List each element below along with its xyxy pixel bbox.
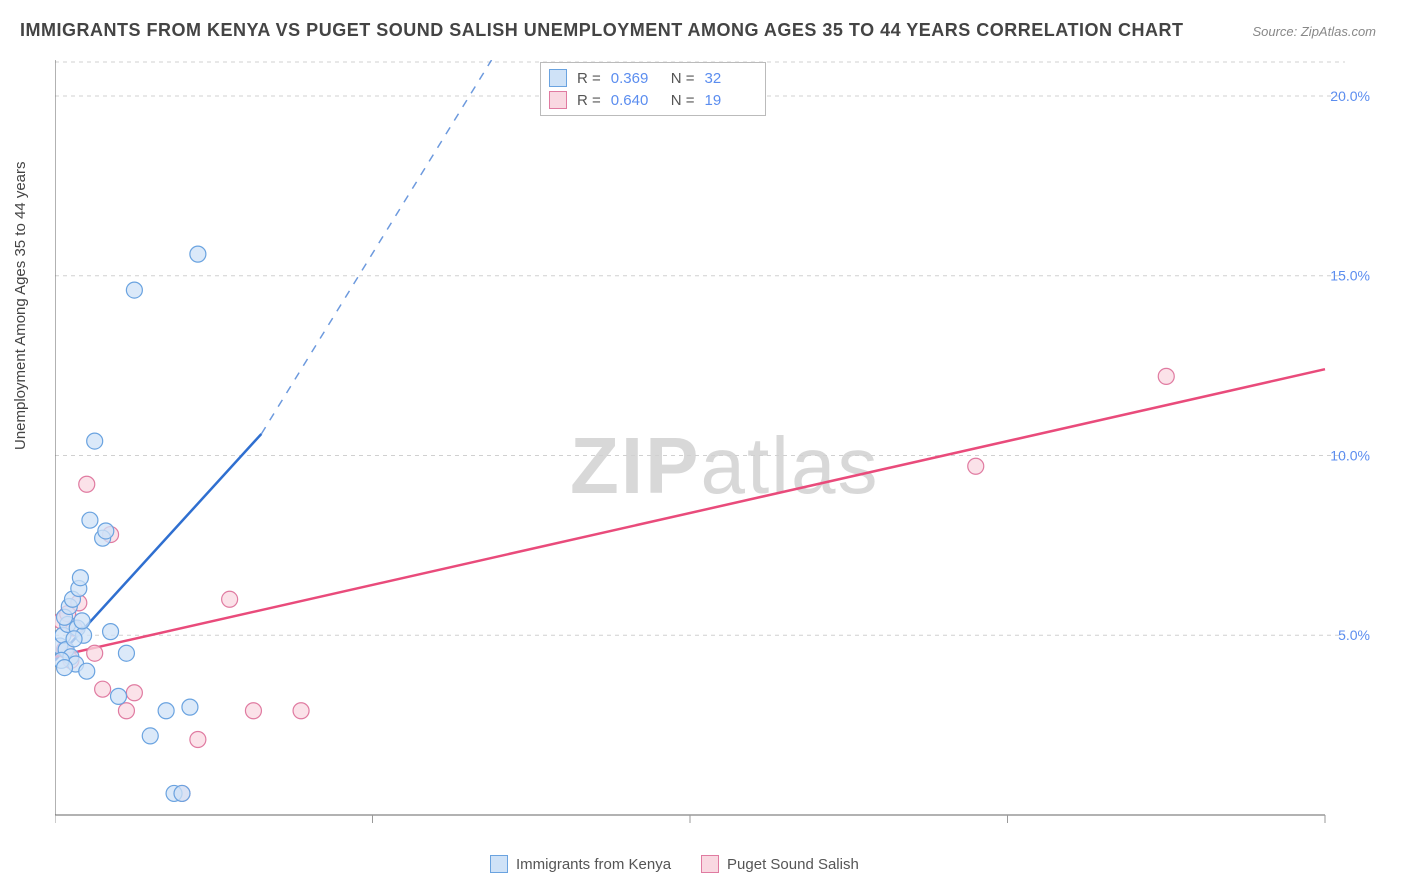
- n-value: 32: [705, 70, 755, 87]
- series-legend: Immigrants from Kenya Puget Sound Salish: [490, 855, 859, 873]
- svg-text:15.0%: 15.0%: [1330, 268, 1370, 284]
- legend-swatch: [490, 855, 508, 873]
- n-value: 19: [705, 92, 755, 109]
- source-attribution: Source: ZipAtlas.com: [1252, 24, 1376, 39]
- r-label: R =: [577, 70, 601, 87]
- r-label: R =: [577, 92, 601, 109]
- svg-text:10.0%: 10.0%: [1330, 447, 1370, 463]
- legend-label: Puget Sound Salish: [727, 856, 859, 873]
- legend-swatch: [549, 91, 567, 109]
- legend-swatch: [701, 855, 719, 873]
- plot-area: 5.0%10.0%15.0%20.0%0.0%80.0%: [55, 60, 1375, 830]
- legend-label: Immigrants from Kenya: [516, 856, 671, 873]
- legend-swatch: [549, 69, 567, 87]
- n-label: N =: [671, 70, 695, 87]
- chart-title: IMMIGRANTS FROM KENYA VS PUGET SOUND SAL…: [20, 20, 1183, 41]
- r-value: 0.640: [611, 92, 661, 109]
- correlation-legend-row: R = 0.640 N = 19: [549, 89, 755, 111]
- svg-text:5.0%: 5.0%: [1338, 627, 1370, 643]
- n-label: N =: [671, 92, 695, 109]
- legend-item: Puget Sound Salish: [701, 855, 859, 873]
- svg-text:20.0%: 20.0%: [1330, 88, 1370, 104]
- correlation-legend: R = 0.369 N = 32 R = 0.640 N = 19: [540, 62, 766, 116]
- scatter-chart: 5.0%10.0%15.0%20.0%0.0%80.0%: [55, 60, 1375, 830]
- legend-item: Immigrants from Kenya: [490, 855, 671, 873]
- y-axis-label: Unemployment Among Ages 35 to 44 years: [12, 161, 29, 450]
- correlation-legend-row: R = 0.369 N = 32: [549, 67, 755, 89]
- r-value: 0.369: [611, 70, 661, 87]
